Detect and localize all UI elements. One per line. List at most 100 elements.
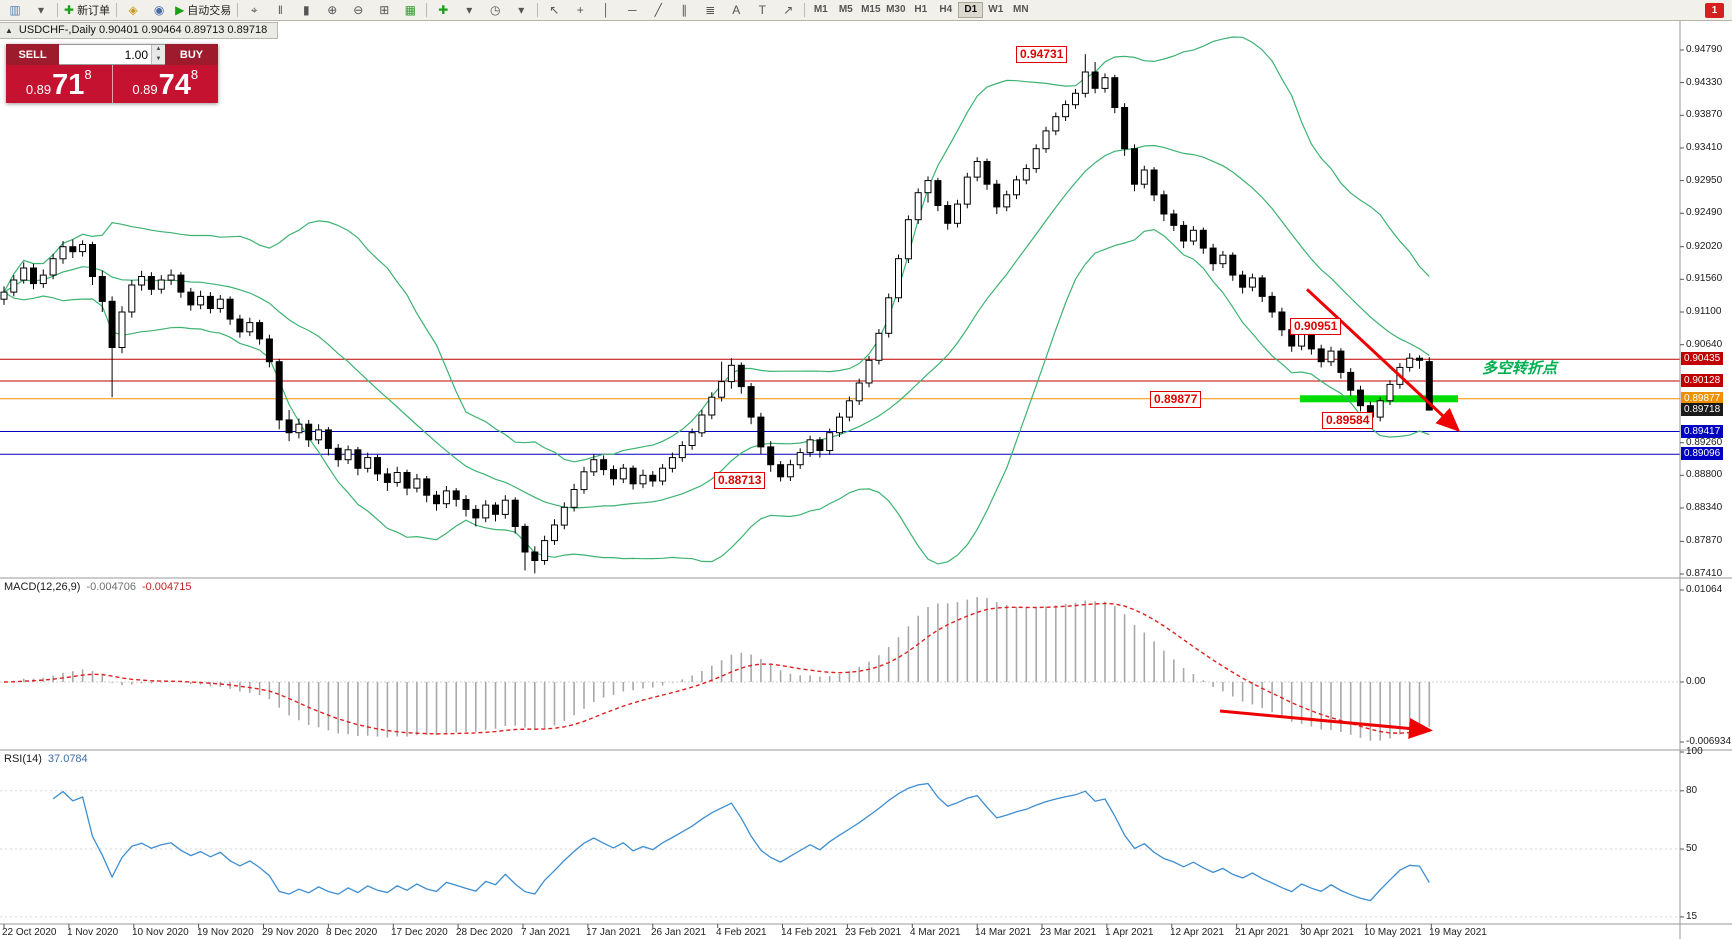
candle-body xyxy=(69,246,77,253)
toolbar-separator xyxy=(57,3,58,17)
macd-trend-arrow[interactable] xyxy=(1219,709,1433,739)
candle-body xyxy=(1003,194,1011,208)
candle-body xyxy=(265,338,273,363)
timeframe-h1-button[interactable]: H1 xyxy=(914,4,928,15)
market-watch-icon[interactable]: ◉ xyxy=(146,1,172,19)
chart-list-dropdown-icon: ▾ xyxy=(37,3,45,17)
timeframe-mn-button[interactable]: MN xyxy=(1013,4,1029,15)
candle-body xyxy=(580,471,588,491)
candlestick-mode-icon: ▮ xyxy=(302,3,310,17)
candle-body xyxy=(1189,229,1197,242)
navigator-icon[interactable]: ◈ xyxy=(120,1,146,19)
vertical-line-icon[interactable]: │ xyxy=(593,1,619,19)
collapse-icon[interactable]: ▲ xyxy=(5,25,13,35)
trendline-icon: ╱ xyxy=(654,3,662,17)
price-axis-badge: 0.89877 xyxy=(1681,392,1724,405)
chart-caption[interactable]: ▲ USDCHF-,Daily 0.90401 0.90464 0.89713 … xyxy=(0,22,279,39)
support-highlight-bar[interactable] xyxy=(1300,395,1458,403)
label-icon[interactable]: T xyxy=(749,1,775,19)
candle-body xyxy=(895,258,902,299)
candle-body xyxy=(511,499,519,528)
price-label-box[interactable]: 0.89877 xyxy=(1150,391,1202,408)
navigator-icon: ◈ xyxy=(128,3,138,17)
zoom-in-icon[interactable]: ⊕ xyxy=(319,1,345,19)
time-axis-label: 19 Nov 2020 xyxy=(197,927,254,938)
time-axis-label: 23 Mar 2021 xyxy=(1040,927,1097,938)
auto-trading-button[interactable]: ▶ 自动交易 xyxy=(172,1,234,19)
main-trend-arrow[interactable] xyxy=(1305,288,1461,432)
channel-icon[interactable]: ∥ xyxy=(671,1,697,19)
zoom-out-icon[interactable]: ⊖ xyxy=(345,1,371,19)
price-label-box[interactable]: 0.90951 xyxy=(1290,318,1342,335)
candle-body xyxy=(1406,357,1414,368)
crosshair-icon[interactable]: + xyxy=(567,1,593,19)
timeframe-m30-button[interactable]: M30 xyxy=(886,4,906,15)
buy-button[interactable]: BUY xyxy=(165,44,218,65)
timeframe-h4-button[interactable]: H4 xyxy=(939,4,953,15)
candle-body xyxy=(1170,213,1178,226)
bollinger-upper-band xyxy=(3,36,1430,463)
candle-body xyxy=(315,429,323,441)
chart-window-icon[interactable]: ▥ xyxy=(2,1,28,19)
grid-icon[interactable]: ▦ xyxy=(397,1,423,19)
volume-down-button[interactable]: ▼ xyxy=(151,54,165,64)
chart-list-dropdown-icon[interactable]: ▾ xyxy=(28,1,54,19)
timeframe-d1-button[interactable]: D1 xyxy=(958,2,984,18)
time-axis-label: 21 Apr 2021 xyxy=(1235,927,1289,938)
alert-badge-icon[interactable]: 1 xyxy=(1705,3,1724,18)
macd-name: MACD(12,26,9) xyxy=(4,581,81,593)
bid-price[interactable]: 0.89 71 8 xyxy=(6,65,112,103)
bar-chart-mode-icon[interactable]: ‖ xyxy=(267,1,293,19)
candle-body xyxy=(727,364,735,383)
new-order-button[interactable]: ✚ 新订单 xyxy=(61,1,113,19)
trend-note-text[interactable]: 多空转折点 xyxy=(1482,360,1558,377)
price-axis-tick: 0.94330 xyxy=(1686,77,1723,88)
timeframe-w1-button[interactable]: W1 xyxy=(988,4,1004,15)
candlestick-mode-icon[interactable]: ▮ xyxy=(293,1,319,19)
timeframe-m5-button[interactable]: M5 xyxy=(838,4,853,15)
price-label-box[interactable]: 0.88713 xyxy=(714,472,766,489)
candle-body xyxy=(295,423,303,434)
text-icon[interactable]: A xyxy=(723,1,749,19)
periods-clock-icon[interactable]: ◷ xyxy=(482,1,508,19)
macd-value-signal: -0.004715 xyxy=(141,581,192,593)
price-axis-tick: 0.91560 xyxy=(1686,273,1723,284)
ask-price[interactable]: 0.89 74 8 xyxy=(113,65,219,103)
price-label-box[interactable]: 0.89584 xyxy=(1322,412,1374,429)
tile-windows-icon[interactable]: ⊞ xyxy=(371,1,397,19)
volume-input[interactable] xyxy=(59,45,151,64)
sell-button[interactable]: SELL xyxy=(6,44,59,65)
candle-body xyxy=(403,472,411,489)
candle-body xyxy=(1022,168,1030,181)
indicators-icon[interactable]: ✚ xyxy=(430,1,456,19)
templates-dropdown-icon[interactable]: ▾ xyxy=(508,1,534,19)
time-axis-label: 12 Apr 2021 xyxy=(1170,927,1224,938)
candle-body xyxy=(413,478,421,489)
arrows-icon[interactable]: ↗ xyxy=(775,1,801,19)
crosshair-mode-icon[interactable]: ⌖ xyxy=(241,1,267,19)
candle-body xyxy=(10,279,18,293)
candle-body xyxy=(59,246,67,260)
indicators-dropdown-icon[interactable]: ▾ xyxy=(456,1,482,19)
price-label-box[interactable]: 0.94731 xyxy=(1016,46,1068,63)
candle-body xyxy=(39,274,47,285)
candle-body xyxy=(570,489,578,508)
candle-body xyxy=(206,295,214,309)
cursor-icon[interactable]: ↖ xyxy=(541,1,567,19)
toolbar-separator xyxy=(116,3,118,17)
candle-body xyxy=(118,311,126,348)
candle-body xyxy=(216,298,224,309)
trendline-icon[interactable]: ╱ xyxy=(645,1,671,19)
timeframe-m15-button[interactable]: M15 xyxy=(861,4,881,15)
candle-body xyxy=(1298,332,1306,347)
horizontal-line-icon: ─ xyxy=(628,3,637,17)
horizontal-line-icon[interactable]: ─ xyxy=(619,1,645,19)
price-axis-badge: 0.89096 xyxy=(1681,447,1724,460)
candle-body xyxy=(560,506,568,526)
fibonacci-icon[interactable]: ≣ xyxy=(697,1,723,19)
volume-up-button[interactable]: ▲ xyxy=(151,45,165,55)
timeframe-m1-button[interactable]: M1 xyxy=(813,4,828,15)
candle-body xyxy=(1347,371,1355,391)
new-order-plus-icon: ✚ xyxy=(64,3,75,17)
